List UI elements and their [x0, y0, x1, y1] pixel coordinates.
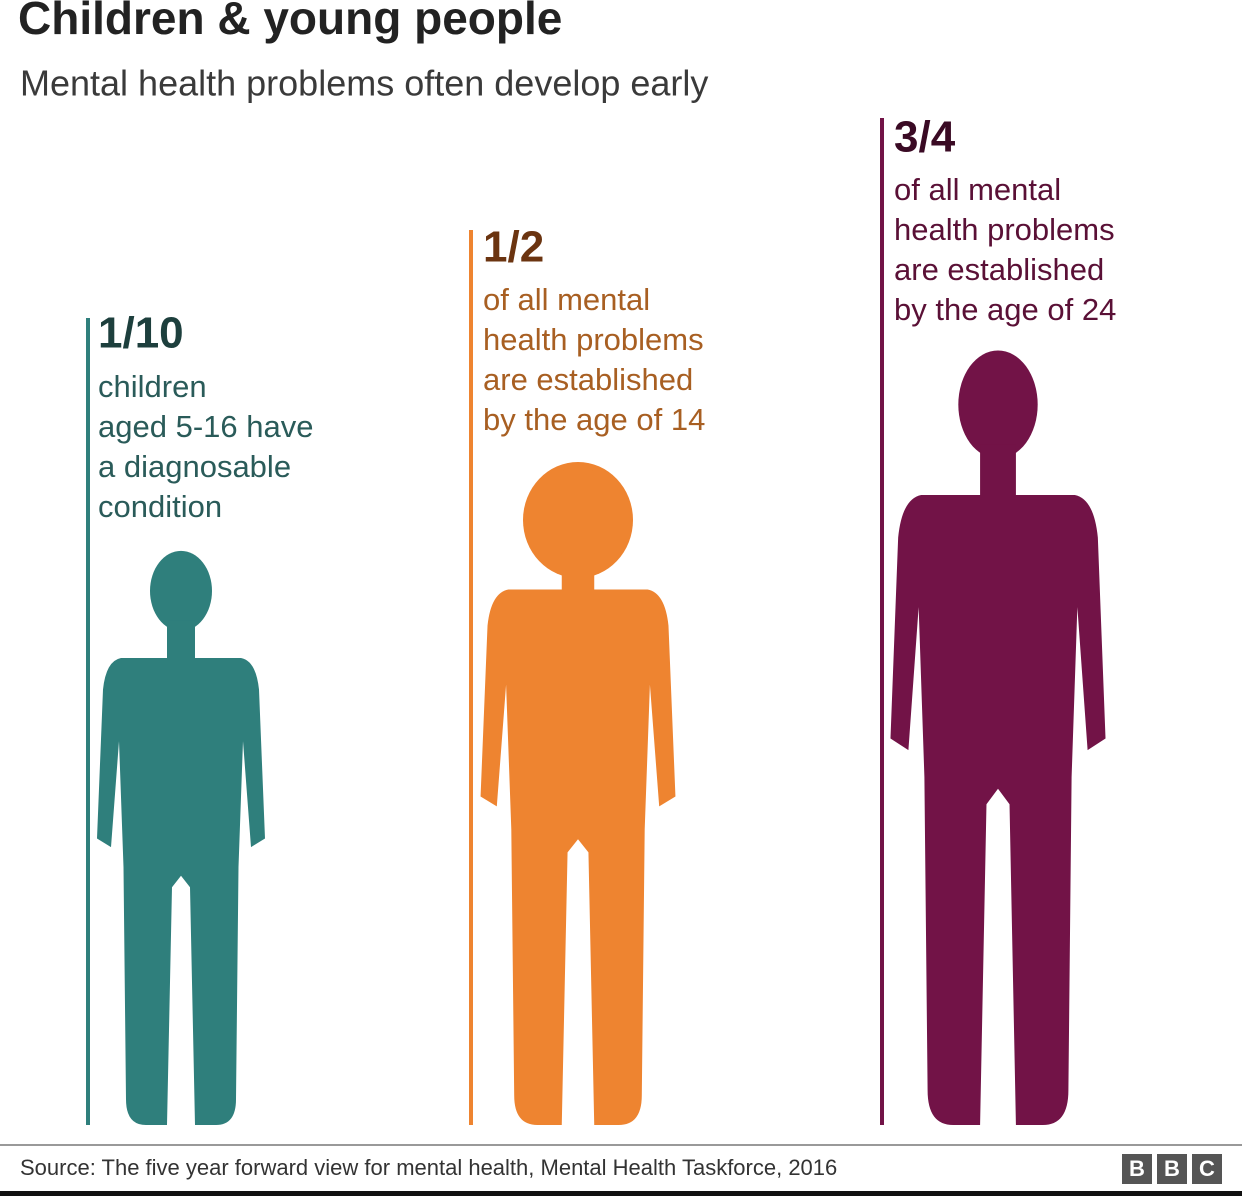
- description: health problems: [483, 322, 704, 357]
- description: children: [98, 369, 207, 404]
- subtitle: Mental health problems often develop ear…: [20, 63, 708, 104]
- logo-box: [1157, 1154, 1187, 1184]
- description: are established: [894, 252, 1104, 287]
- description: a diagnosable: [98, 449, 291, 484]
- description: by the age of 14: [483, 402, 705, 437]
- description: aged 5-16 have: [98, 409, 313, 444]
- bottom-rule: [0, 1191, 1242, 1196]
- description: of all mental: [894, 172, 1061, 207]
- logo-letter: B: [1129, 1156, 1145, 1181]
- stat: 1/2: [483, 223, 544, 272]
- adult-silhouette: [890, 350, 1106, 1126]
- stat: 3/4: [894, 113, 956, 162]
- child-silhouette: [97, 550, 265, 1125]
- description: by the age of 24: [894, 292, 1116, 327]
- description: of all mental: [483, 282, 650, 317]
- description: condition: [98, 489, 222, 524]
- description: are established: [483, 362, 693, 397]
- description: health problems: [894, 212, 1115, 247]
- title: Children & young people: [18, 0, 562, 44]
- logo-letter: C: [1199, 1156, 1215, 1181]
- teen-silhouette: [480, 466, 676, 1126]
- logo-letter: B: [1164, 1156, 1180, 1181]
- source: Source: The five year forward view for m…: [20, 1155, 837, 1180]
- logo-box: [1192, 1154, 1222, 1184]
- logo-box: [1122, 1154, 1152, 1184]
- stat: 1/10: [98, 309, 184, 358]
